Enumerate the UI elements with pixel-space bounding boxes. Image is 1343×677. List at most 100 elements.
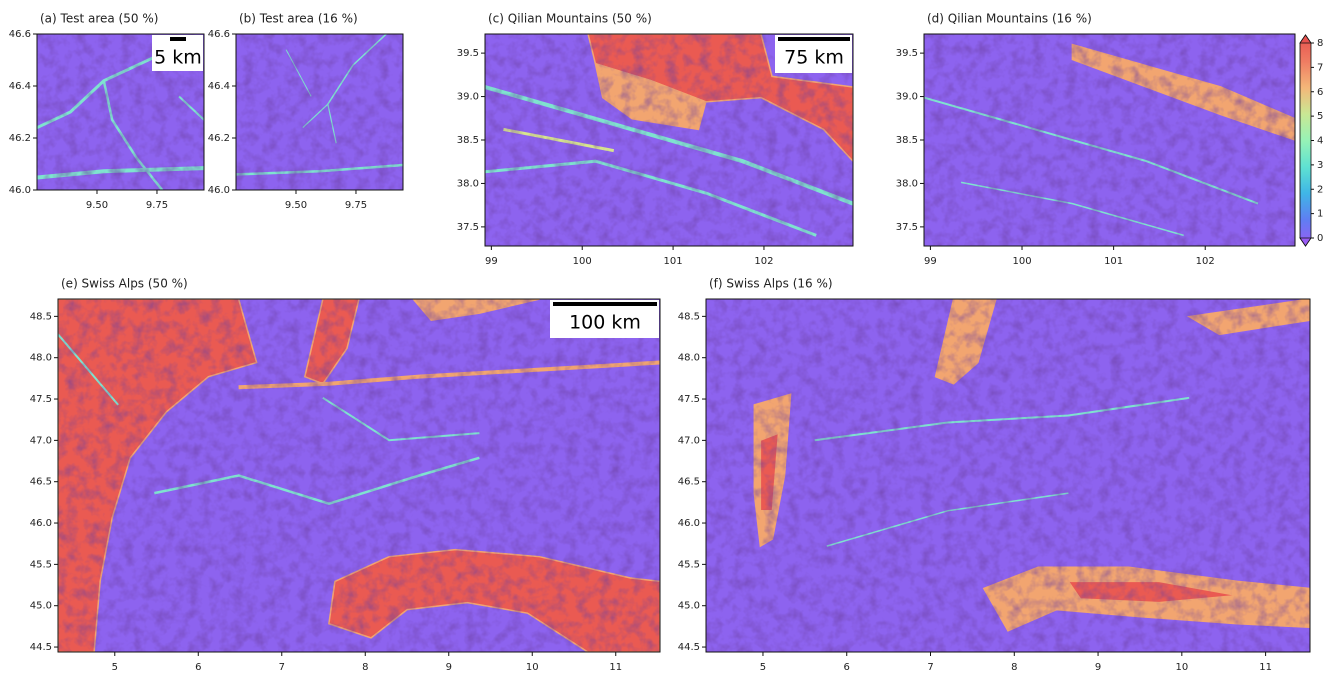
x-tick-label: 99 <box>485 256 498 267</box>
frame <box>57 298 661 653</box>
colorbar-tick-label: 3 <box>1317 160 1323 171</box>
x-tick-label: 9 <box>1095 662 1101 673</box>
y-tick-label: 37.5 <box>457 222 479 233</box>
x-tick-label: 10 <box>1175 662 1188 673</box>
y-tick-label: 48.0 <box>678 353 700 364</box>
y-tick-label: 45.5 <box>30 559 52 570</box>
colorbar-tick-label: 5 <box>1317 111 1323 122</box>
x-tick-label: 102 <box>1196 256 1215 267</box>
panel-title: (d) Qilian Mountains (16 %) <box>927 12 1092 26</box>
y-tick-label: 48.0 <box>30 353 52 364</box>
x-tick-label: 8 <box>362 662 368 673</box>
x-tick-label: 100 <box>1012 256 1031 267</box>
x-tick-label: 7 <box>927 662 933 673</box>
frame <box>235 33 404 191</box>
y-tick-label: 46.0 <box>678 518 700 529</box>
panel-title: (a) Test area (50 %) <box>40 12 158 26</box>
hillshade <box>706 299 1310 652</box>
panel-title: (e) Swiss Alps (50 %) <box>61 277 188 291</box>
colorbar-top <box>1299 34 1312 44</box>
y-tick-label: 46.6 <box>9 29 31 40</box>
hillshade <box>58 299 660 652</box>
map-image <box>706 299 1310 652</box>
y-tick-label: 46.5 <box>30 477 52 488</box>
colorbar-tick-label: 0 <box>1317 233 1323 244</box>
colorbar-body <box>1299 34 1312 247</box>
y-tick-label: 45.5 <box>678 559 700 570</box>
scale-bar-box <box>550 300 659 338</box>
y-tick-label: 44.5 <box>678 642 700 653</box>
y-tick-label: 48.5 <box>678 311 700 322</box>
map-panel: (b) Test area (16 %) 9.50 9.75 46.0 46.2 46.4… <box>208 12 404 211</box>
y-tick-label: 46.2 <box>208 133 230 144</box>
y-tick-label: 46.2 <box>9 133 31 144</box>
y-tick-label: 47.5 <box>678 394 700 405</box>
scale-bar <box>778 37 850 41</box>
y-tick-label: 48.5 <box>30 311 52 322</box>
y-tick-label: 38.0 <box>896 178 918 189</box>
map-image <box>58 299 660 652</box>
x-tick-label: 8 <box>1011 662 1017 673</box>
x-tick-label: 101 <box>1104 256 1123 267</box>
scale-bar-box <box>775 35 852 73</box>
x-tick-label: 5 <box>112 662 118 673</box>
y-tick-label: 39.0 <box>896 92 918 103</box>
map-panel: (a) Test area (50 %) 9.50 9.75 46.0 46.2 46.4… <box>9 12 205 211</box>
panel-title: (f) Swiss Alps (16 %) <box>709 277 833 291</box>
y-tick-label: 38.5 <box>896 135 918 146</box>
y-tick-label: 46.0 <box>208 185 230 196</box>
y-tick-label: 45.0 <box>678 601 700 612</box>
scale-bar <box>170 37 186 41</box>
x-tick-label: 9.75 <box>345 200 367 211</box>
y-tick-label: 45.0 <box>30 601 52 612</box>
scale-bar-label: 75 km <box>784 47 844 69</box>
colorbar-bottom <box>1299 237 1312 247</box>
y-tick-label: 38.0 <box>457 178 479 189</box>
map-panel: (c) Qilian Mountains (50 %) 99 100 101 102 37… <box>457 12 854 267</box>
x-tick-label: 9.50 <box>285 200 307 211</box>
x-tick-label: 9.75 <box>146 200 168 211</box>
colorbar-tick-label: 4 <box>1317 136 1323 147</box>
x-tick-label: 101 <box>664 256 683 267</box>
y-tick-label: 46.4 <box>9 81 31 92</box>
y-tick-label: 46.4 <box>208 81 230 92</box>
panel-title: (c) Qilian Mountains (50 %) <box>488 12 652 26</box>
y-tick-label: 46.0 <box>9 185 31 196</box>
y-tick-label: 47.5 <box>30 394 52 405</box>
x-tick-label: 102 <box>754 256 773 267</box>
frame <box>36 33 205 191</box>
x-tick-label: 100 <box>573 256 592 267</box>
map-panel: (e) Swiss Alps (50 %) 5 6 7 8 9 10 11 44.5 45.0 45… <box>30 277 661 673</box>
map-panel: (f) Swiss Alps (16 %) 5 6 7 8 9 10 11 44.5 45.0 45… <box>678 277 1311 673</box>
map-image <box>236 34 403 190</box>
hillshade <box>236 34 403 190</box>
colorbar-tick-label: 2 <box>1317 184 1323 195</box>
panel-title: (b) Test area (16 %) <box>239 12 358 26</box>
x-tick-label: 7 <box>279 662 285 673</box>
y-tick-label: 44.5 <box>30 642 52 653</box>
x-tick-label: 5 <box>760 662 766 673</box>
map-image <box>485 34 853 246</box>
y-tick-label: 46.6 <box>208 29 230 40</box>
colorbar-tick-label: 6 <box>1317 87 1323 98</box>
scale-bar-label: 100 km <box>569 312 641 334</box>
y-tick-label: 39.0 <box>457 92 479 103</box>
y-tick-label: 39.5 <box>457 48 479 59</box>
y-tick-label: 47.0 <box>678 435 700 446</box>
scale-bar <box>553 302 657 306</box>
x-tick-label: 6 <box>195 662 201 673</box>
frame <box>705 298 1311 653</box>
colorbar: 0 1 2 3 4 5 6 7 8 <box>1299 34 1323 247</box>
x-tick-label: 9 <box>446 662 452 673</box>
y-tick-label: 37.5 <box>896 222 918 233</box>
y-tick-label: 46.5 <box>678 477 700 488</box>
x-tick-label: 9.50 <box>86 200 108 211</box>
y-tick-label: 46.0 <box>30 518 52 529</box>
x-tick-label: 99 <box>924 256 937 267</box>
colorbar-tick-label: 1 <box>1317 209 1323 220</box>
x-tick-label: 6 <box>844 662 850 673</box>
y-tick-label: 39.5 <box>896 48 918 59</box>
map-image <box>924 34 1295 246</box>
colorbar-tick-label: 7 <box>1317 62 1323 73</box>
